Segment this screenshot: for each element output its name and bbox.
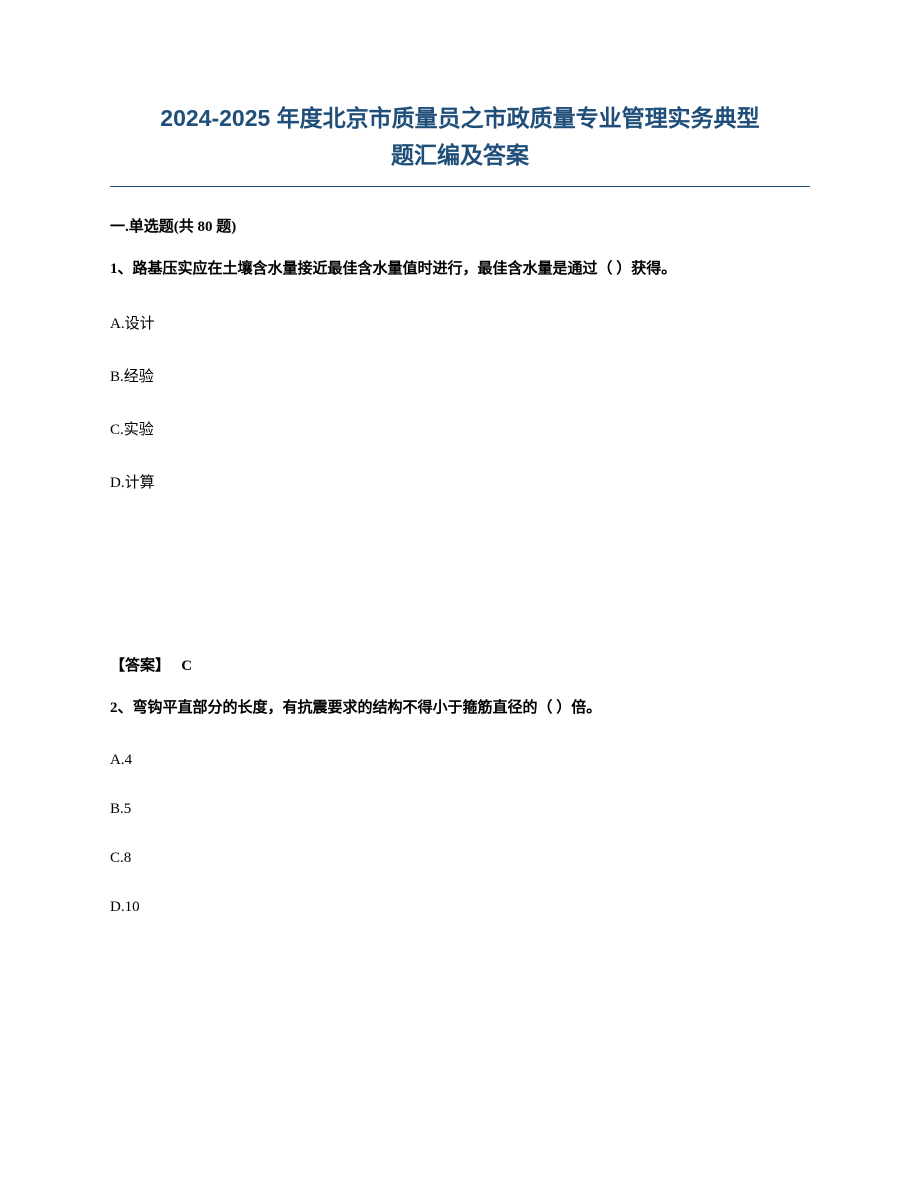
option-text: 4	[125, 752, 133, 768]
option-label: A.	[110, 316, 125, 332]
section-header: 一.单选题(共 80 题)	[110, 215, 810, 236]
option-label: B.	[110, 801, 124, 817]
option-text: 5	[124, 801, 132, 817]
option-label: C.	[110, 850, 124, 866]
question-1: 1、路基压实应在土壤含水量接近最佳含水量值时进行，最佳含水量是通过（ ）获得。	[110, 258, 810, 281]
option-label: C.	[110, 422, 124, 438]
option-1d: D.计算	[110, 471, 810, 492]
question-number: 1、	[110, 261, 133, 277]
option-label: B.	[110, 369, 124, 385]
option-text: 10	[125, 899, 140, 915]
question-number: 2、	[110, 700, 133, 716]
answer-gap	[110, 524, 810, 654]
title-underline	[110, 186, 810, 187]
option-1a: A.设计	[110, 312, 810, 333]
answer-1: 【答案】 C	[110, 654, 810, 675]
option-text: 8	[124, 850, 132, 866]
question-text: 路基压实应在土壤含水量接近最佳含水量值时进行，最佳含水量是通过（ ）获得。	[133, 261, 677, 277]
option-2a: A.4	[110, 752, 810, 769]
option-2d: D.10	[110, 899, 810, 916]
option-2b: B.5	[110, 801, 810, 818]
page-title-line1: 2024-2025 年度北京市质量员之市政质量专业管理实务典型	[110, 100, 810, 137]
option-text: 设计	[125, 316, 155, 332]
option-label: D.	[110, 899, 125, 915]
page-title-line2: 题汇编及答案	[110, 137, 810, 174]
option-label: A.	[110, 752, 125, 768]
option-text: 计算	[125, 475, 155, 491]
option-text: 经验	[124, 369, 154, 385]
option-1c: C.实验	[110, 418, 810, 439]
title-container: 2024-2025 年度北京市质量员之市政质量专业管理实务典型 题汇编及答案	[110, 100, 810, 174]
answer-label: 【答案】	[110, 658, 170, 674]
option-1b: B.经验	[110, 365, 810, 386]
option-text: 实验	[124, 422, 154, 438]
option-2c: C.8	[110, 850, 810, 867]
question-text: 弯钩平直部分的长度，有抗震要求的结构不得小于箍筋直径的（ ）倍。	[133, 700, 602, 716]
option-label: D.	[110, 475, 125, 491]
question-2: 2、弯钩平直部分的长度，有抗震要求的结构不得小于箍筋直径的（ ）倍。	[110, 697, 810, 720]
answer-value: C	[181, 658, 192, 674]
